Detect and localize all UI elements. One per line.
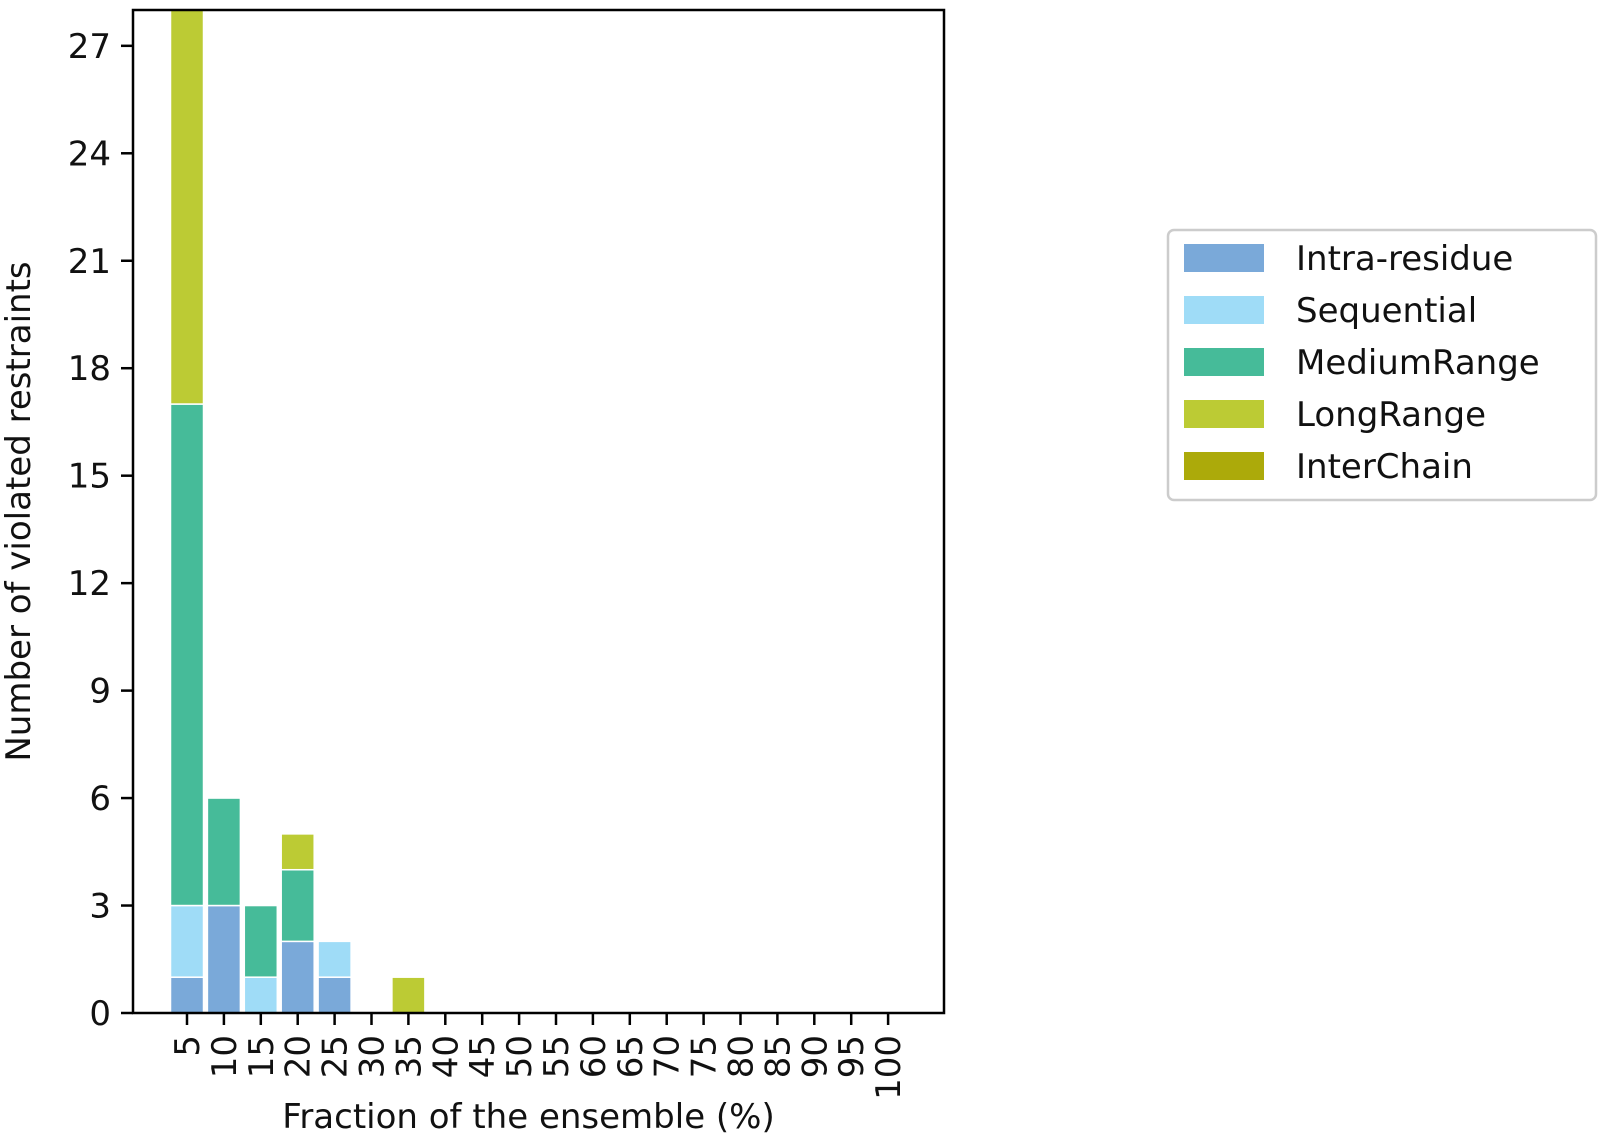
x-tick-label: 70 [648,1035,688,1078]
legend-swatch-mediumrange [1184,348,1264,376]
x-tick-label: 35 [389,1035,429,1078]
legend-label: InterChain [1296,447,1473,487]
x-tick-label: 75 [685,1035,725,1078]
x-tick-label: 100 [869,1035,909,1100]
x-tick-label: 90 [795,1035,835,1078]
legend: Intra-residue Sequential MediumRange LongRa… [1166,228,1598,502]
bar-intra-residue-20 [280,940,315,1014]
x-tick-label: 60 [574,1035,614,1078]
y-tick-label: 0 [89,994,111,1034]
y-axis: 0 3 6 9 12 15 18 21 24 27 [68,27,133,1034]
legend-box [1166,228,1598,502]
legend-swatch-sequential [1184,296,1264,324]
bar-mediumrange-20 [280,868,315,943]
legend-label: Sequential [1296,291,1477,331]
bar-sequential-5 [169,904,205,978]
bar-mediumrange-5 [169,403,205,907]
x-tick-label: 55 [537,1035,577,1078]
bar-longrange-20 [280,833,315,871]
bar-mediumrange-10 [206,797,242,907]
bar-intra-residue-25 [317,976,352,1014]
legend-label: MediumRange [1296,343,1540,383]
bar-intra-residue-10 [206,904,242,1014]
x-tick-label: 20 [279,1035,319,1078]
bar-longrange-5 [169,9,205,405]
legend-label: Intra-residue [1296,239,1513,279]
bar-sequential-25 [317,940,352,978]
x-tick-label: 25 [316,1035,356,1078]
x-tick-label: 95 [832,1035,872,1078]
y-tick-label: 9 [89,672,111,712]
legend-swatch-intra-residue [1184,244,1264,272]
y-axis-title: Number of violated restraints [0,261,39,761]
legend-swatch-interchain [1184,452,1264,480]
bar-intra-residue-5 [169,976,205,1014]
legend-swatch-longrange [1184,400,1264,428]
x-tick-label: 65 [611,1035,651,1078]
x-tick-label: 45 [463,1035,503,1078]
y-tick-label: 18 [68,349,111,389]
x-tick-label: 5 [168,1035,208,1057]
y-tick-label: 27 [68,27,111,67]
y-tick-label: 12 [68,564,111,604]
bars-group [169,9,426,1014]
x-tick-label: 40 [426,1035,466,1078]
y-tick-label: 24 [68,134,111,174]
legend-label: LongRange [1296,395,1486,435]
y-tick-label: 21 [68,242,111,282]
y-tick-label: 6 [89,779,111,819]
y-tick-label: 15 [68,457,111,497]
y-tick-label: 3 [89,887,111,927]
x-tick-label: 80 [722,1035,762,1078]
bar-sequential-15 [243,976,279,1014]
bar-longrange-35 [391,976,426,1014]
x-tick-label: 50 [500,1035,540,1078]
x-tick-label: 30 [353,1035,393,1078]
plot-frame [131,8,946,1015]
bar-mediumrange-15 [243,904,279,978]
x-tick-label: 85 [758,1035,798,1078]
x-axis-title: Fraction of the ensemble (%) [282,1097,775,1137]
x-tick-label: 10 [205,1035,245,1078]
x-tick-label: 15 [242,1035,282,1078]
